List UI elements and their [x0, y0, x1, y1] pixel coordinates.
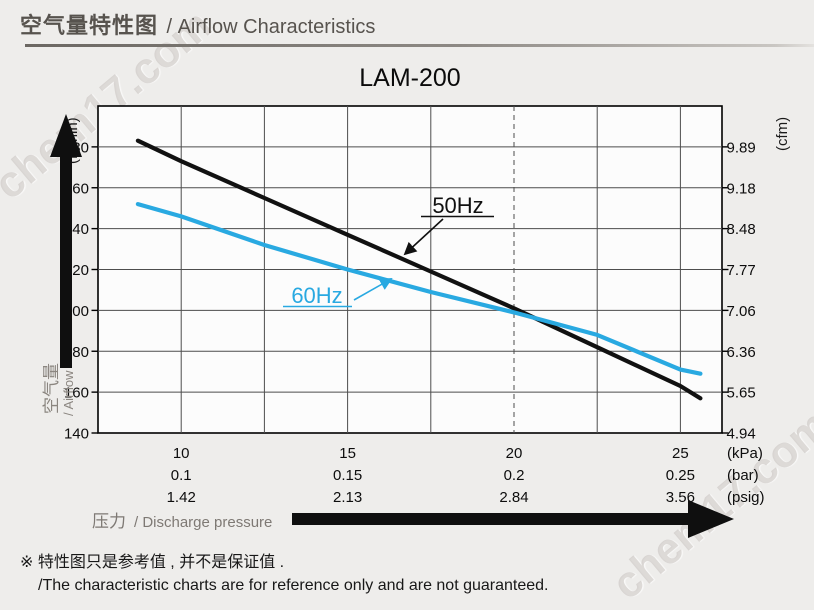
x-axis-unit-label: (kPa) [727, 445, 763, 462]
x-axis-tick-label: 20 [506, 445, 523, 462]
page-header: 空气量特性图 / Airflow Characteristics [20, 8, 375, 40]
series-label-60hz: 60Hz [291, 283, 342, 308]
y-axis-label-cn: 空气量 [42, 363, 61, 414]
series-label-arrow [403, 218, 444, 256]
pressure-axis-arrow-bar [292, 513, 688, 525]
x-axis-tick-label: 10 [173, 445, 190, 462]
y-axis-label-en: / Airflow [61, 370, 76, 416]
x-axis-tick-label: 1.42 [167, 489, 196, 506]
x-axis-tick-label: 2.84 [499, 489, 528, 506]
x-axis-tick-label: 2.13 [333, 489, 362, 506]
footnote-line-en: /The characteristic charts are for refer… [38, 577, 549, 594]
y-axis-right-tick-label: 7.06 [727, 303, 756, 320]
footnote-line-cn: ※ 特性图只是参考值 , 并不是保证值 . [20, 554, 285, 571]
x-axis-tick-label: 0.2 [504, 467, 525, 484]
footnote: ※ 特性图只是参考值 , 并不是保证值 . /The characteristi… [20, 551, 549, 597]
series-line-50hz [135, 138, 703, 401]
x-axis-unit-label: (psig) [727, 489, 765, 506]
y-axis-right-tick-label: 9.18 [727, 180, 756, 197]
airflow-characteristics-chart: LAM-2002809.892609.182408.482207.772007.… [0, 50, 814, 550]
series-label-arrow [353, 278, 393, 301]
x-axis-tick-label: 0.1 [171, 467, 192, 484]
chart-title: LAM-200 [359, 64, 460, 92]
x-axis-tick-label: 0.25 [666, 467, 695, 484]
x-axis-unit-label: (bar) [727, 467, 759, 484]
series-label-50hz: 50Hz [432, 193, 483, 218]
y-axis-right-tick-label: 4.94 [727, 426, 756, 443]
y-axis-right-tick-label: 8.48 [727, 221, 756, 238]
x-axis-label-en: / Discharge pressure [134, 514, 272, 531]
x-axis-tick-label: 0.15 [333, 467, 362, 484]
header-title-cn: 空气量特性图 [20, 13, 159, 38]
pressure-axis-arrow-head [688, 500, 734, 538]
y-axis-right-unit-label: (cfm) [774, 117, 791, 151]
airflow-axis-arrow-bar [60, 153, 72, 368]
y-axis-left-tick-label: 140 [64, 426, 89, 443]
y-axis-right-tick-label: 7.77 [727, 262, 756, 279]
y-axis-left-tick-label: 160 [64, 385, 89, 402]
series-line-60hz [135, 202, 703, 376]
y-axis-right-tick-label: 5.65 [727, 385, 756, 402]
x-axis-tick-label: 25 [672, 445, 689, 462]
x-axis-tick-label: 3.56 [666, 489, 695, 506]
y-axis-right-tick-label: 6.36 [727, 344, 756, 361]
y-axis-right-tick-label: 9.89 [727, 139, 756, 156]
x-axis-label-cn: 压力 [92, 512, 126, 531]
chart-svg: LAM-2002809.892609.182408.482207.772007.… [42, 64, 791, 538]
x-axis-tick-label: 15 [339, 445, 356, 462]
header-title-en: / Airflow Characteristics [166, 16, 376, 38]
airflow-axis-arrow-head [50, 114, 82, 157]
header-divider [25, 44, 814, 47]
